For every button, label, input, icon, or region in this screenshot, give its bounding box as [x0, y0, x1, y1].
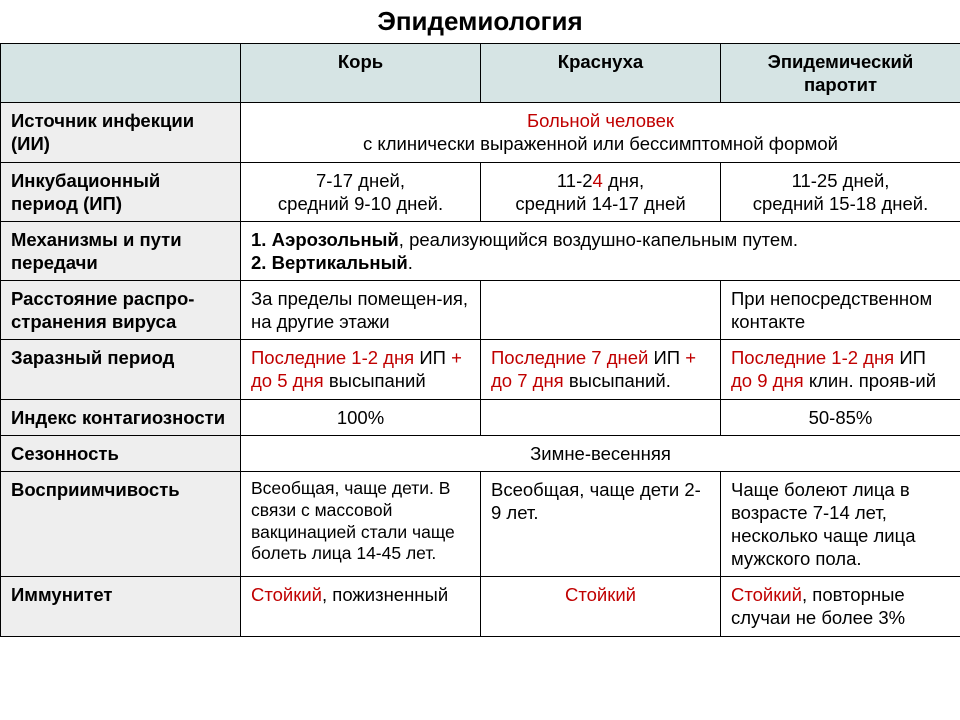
- row-label: Сезонность: [1, 435, 241, 471]
- t: средний 14-17 дней: [515, 193, 685, 214]
- cell-source: Больной человек с клинически выраженной …: [241, 103, 960, 162]
- col-measles: Корь: [241, 44, 481, 103]
- cell-contag-1: Последние 1-2 дня ИП + до 5 дня высыпани…: [241, 340, 481, 399]
- t: клин. прояв-ий: [809, 370, 936, 391]
- t: Стойкий: [565, 584, 636, 605]
- row-label: Расстояние распро-странения вируса: [1, 281, 241, 340]
- t: 11-25 дней,: [792, 170, 890, 191]
- t: Стойкий: [731, 584, 802, 605]
- cell-dist-1: За пределы помещен-ия, на другие этажи: [241, 281, 481, 340]
- page-title: Эпидемиология: [0, 0, 960, 43]
- cell-immun-3: Стойкий, повторные случаи не более 3%: [721, 577, 960, 636]
- t: 4: [593, 170, 603, 191]
- cell-susc-2: Всеобщая, чаще дети 2-9 лет.: [481, 471, 721, 577]
- cell-susc-3: Чаще болеют лица в возрасте 7-14 лет, не…: [721, 471, 960, 577]
- cell-incub-3: 11-25 дней, средний 15-18 дней.: [721, 162, 960, 221]
- row-distance: Расстояние распро-странения вируса За пр…: [1, 281, 960, 340]
- col-rubella: Краснуха: [481, 44, 721, 103]
- t: Стойкий: [251, 584, 322, 605]
- t: .: [408, 252, 413, 273]
- cell-incub-2: 11-24 дня, средний 14-17 дней: [481, 162, 721, 221]
- t: Аэрозольный: [272, 229, 399, 250]
- header-row: Корь Краснуха Эпидемический паротит: [1, 44, 960, 103]
- t: средний 15-18 дней.: [753, 193, 928, 214]
- source-line2: с клинически выраженной или бессимптомно…: [363, 133, 838, 154]
- t: до 9 дня: [731, 370, 809, 391]
- t: 11-2: [557, 170, 593, 191]
- t: 7-17 дней,: [316, 170, 405, 191]
- header-blank: [1, 44, 241, 103]
- t: высыпаний: [329, 370, 426, 391]
- row-label: Источник инфекции (ИИ): [1, 103, 241, 162]
- row-source: Источник инфекции (ИИ) Больной человек с…: [1, 103, 960, 162]
- cell-index-3: 50-85%: [721, 399, 960, 435]
- cell-immun-1: Стойкий, пожизненный: [241, 577, 481, 636]
- cell-index-2: [481, 399, 721, 435]
- t: Вертикальный: [272, 252, 408, 273]
- t: Последние 1-2 дня: [251, 347, 419, 368]
- t: дня,: [603, 170, 644, 191]
- row-immunity: Иммунитет Стойкий, пожизненный Стойкий С…: [1, 577, 960, 636]
- t: Последние 1-2 дня: [731, 347, 899, 368]
- cell-dist-2: [481, 281, 721, 340]
- t: ИП: [654, 347, 681, 368]
- t: , реализующийся воздушно-капельным путем…: [399, 229, 798, 250]
- row-label: Механизмы и пути передачи: [1, 221, 241, 280]
- t: Последние 7 дней: [491, 347, 654, 368]
- cell-dist-3: При непосредственном контакте: [721, 281, 960, 340]
- t: 1.: [251, 229, 272, 250]
- row-season: Сезонность Зимне-весенняя: [1, 435, 960, 471]
- col-mumps: Эпидемический паротит: [721, 44, 960, 103]
- t: ИП: [899, 347, 926, 368]
- cell-incub-1: 7-17 дней, средний 9-10 дней.: [241, 162, 481, 221]
- cell-index-1: 100%: [241, 399, 481, 435]
- source-line1: Больной человек: [527, 110, 674, 131]
- cell-season: Зимне-весенняя: [241, 435, 960, 471]
- row-susceptibility: Восприимчивость Всеобщая, чаще дети. В с…: [1, 471, 960, 577]
- row-incubation: Инкубационный период (ИП) 7-17 дней, сре…: [1, 162, 960, 221]
- row-index: Индекс контагиозности 100% 50-85%: [1, 399, 960, 435]
- t: средний 9-10 дней.: [278, 193, 443, 214]
- t: высыпаний.: [569, 370, 671, 391]
- row-label: Индекс контагиозности: [1, 399, 241, 435]
- cell-contag-3: Последние 1-2 дня ИП до 9 дня клин. проя…: [721, 340, 960, 399]
- row-contagious: Заразный период Последние 1-2 дня ИП + д…: [1, 340, 960, 399]
- row-label: Заразный период: [1, 340, 241, 399]
- cell-contag-2: Последние 7 дней ИП + до 7 дня высыпаний…: [481, 340, 721, 399]
- row-label: Инкубационный период (ИП): [1, 162, 241, 221]
- t: , пожизненный: [322, 584, 448, 605]
- row-label: Восприимчивость: [1, 471, 241, 577]
- row-mechanism: Механизмы и пути передачи 1. Аэрозольный…: [1, 221, 960, 280]
- cell-mechanism: 1. Аэрозольный, реализующийся воздушно-к…: [241, 221, 960, 280]
- cell-susc-1: Всеобщая, чаще дети. В связи с массовой …: [241, 471, 481, 577]
- t: ИП: [419, 347, 446, 368]
- row-label: Иммунитет: [1, 577, 241, 636]
- cell-immun-2: Стойкий: [481, 577, 721, 636]
- t: 2.: [251, 252, 272, 273]
- epidemiology-table: Корь Краснуха Эпидемический паротит Исто…: [0, 43, 960, 637]
